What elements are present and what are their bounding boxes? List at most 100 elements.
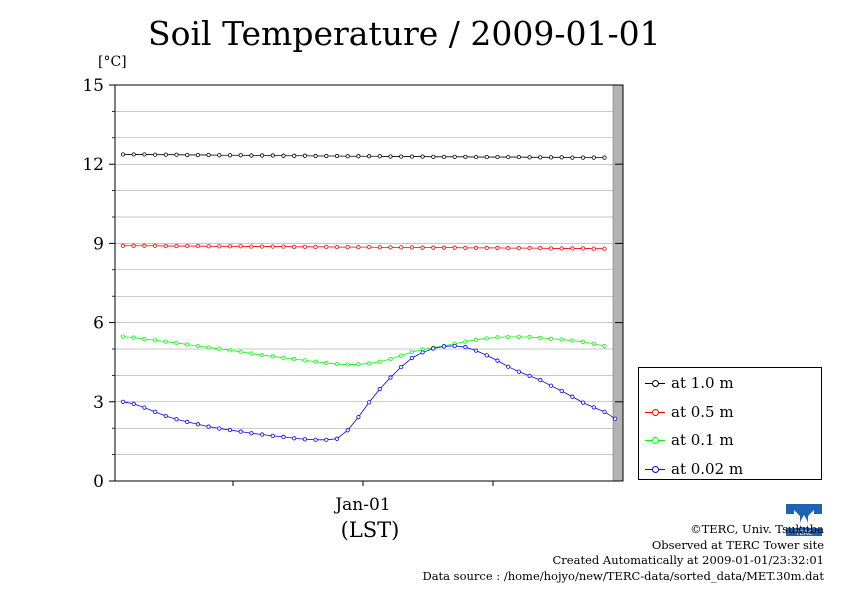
series-at-0-02-m [120, 343, 618, 442]
data-point [602, 246, 607, 251]
data-point [559, 337, 564, 342]
data-point [153, 243, 158, 248]
data-point [506, 154, 511, 160]
footer-copyright: ©TERC, Univ. Tsukuba [690, 522, 824, 536]
data-point [452, 245, 457, 250]
data-point [366, 154, 372, 159]
legend-label: at 0.5 m [671, 402, 734, 421]
data-point [388, 245, 393, 250]
data-point [249, 431, 254, 436]
data-point [463, 345, 468, 350]
data-point [195, 243, 200, 249]
legend-swatch [645, 378, 665, 388]
data-point [399, 245, 404, 250]
data-point [495, 335, 500, 340]
data-point [473, 154, 479, 160]
data-point [602, 343, 607, 349]
data-point [409, 245, 414, 250]
data-point [548, 246, 554, 251]
data-point [313, 153, 318, 159]
data-point [484, 336, 489, 341]
data-point [249, 351, 254, 356]
data-point [281, 434, 286, 440]
data-point [292, 356, 297, 362]
data-point [570, 338, 575, 343]
data-point [206, 244, 211, 249]
data-point [185, 152, 190, 158]
data-point [131, 401, 136, 407]
data-point [356, 362, 361, 367]
data-point [345, 362, 350, 367]
svg-text:TERC: TERC [795, 529, 813, 537]
data-point [281, 244, 286, 249]
data-point [366, 244, 372, 250]
data-point [259, 244, 265, 249]
legend-label: at 1.0 m [671, 374, 734, 392]
data-point [377, 245, 382, 250]
data-point [366, 361, 372, 366]
data-point [484, 154, 489, 160]
data-point [131, 335, 136, 340]
y-tick-label: 15 [82, 76, 104, 96]
legend-item: at 1.0 m [645, 373, 734, 393]
data-point [559, 388, 564, 394]
data-point [281, 355, 286, 360]
footer-site: Observed at TERC Tower site [651, 537, 824, 552]
data-point [356, 244, 361, 250]
data-point [174, 340, 179, 346]
data-point [313, 437, 318, 442]
data-point [548, 383, 554, 388]
data-point [324, 244, 329, 249]
data-point [441, 344, 447, 349]
data-point [570, 246, 575, 251]
data-point [473, 245, 479, 250]
data-point [259, 432, 265, 437]
data-point [217, 346, 222, 351]
data-point [399, 154, 404, 159]
data-point [420, 154, 425, 159]
data-point [153, 152, 158, 157]
data-point [302, 358, 307, 363]
data-point [238, 244, 243, 249]
legend-swatch [645, 435, 665, 445]
data-point [570, 394, 575, 399]
series-at-0-1-m [120, 334, 607, 367]
data-point [591, 155, 596, 160]
data-point [185, 419, 190, 424]
data-point [538, 155, 543, 160]
data-point [217, 153, 222, 158]
x-axis-ticks: Jan-01 (LST) [232, 481, 494, 542]
legend: at 1.0 m at 0.5 m at 0.1 m at 0.02 m [638, 367, 822, 480]
shaded-region [612, 84, 624, 482]
data-point [227, 244, 233, 249]
data-point [120, 334, 126, 339]
data-point [538, 335, 543, 341]
legend-swatch [645, 407, 665, 417]
data-point [356, 154, 361, 159]
data-point [399, 364, 404, 370]
data-point [473, 337, 479, 342]
data-point [153, 409, 158, 414]
data-point [131, 152, 136, 157]
data-point [538, 378, 543, 383]
data-point [527, 155, 532, 160]
legend-label: at 0.02 m [671, 459, 744, 478]
data-point [142, 152, 147, 157]
data-point [270, 153, 275, 158]
data-point [142, 243, 147, 248]
data-point [538, 246, 543, 251]
legend-item: at 0.1 m [645, 430, 734, 450]
data-point [174, 417, 179, 422]
data-point [409, 350, 414, 355]
data-point [270, 244, 275, 249]
y-tick-label: 3 [93, 393, 104, 413]
data-point [516, 369, 522, 374]
data-point [131, 243, 136, 248]
data-point [195, 343, 200, 349]
legend-item: at 0.5 m [645, 402, 734, 422]
data-point [591, 246, 596, 251]
data-point [206, 152, 211, 158]
x-axis-label: (LST) [341, 518, 400, 542]
data-point [506, 364, 511, 369]
data-point [366, 400, 372, 405]
